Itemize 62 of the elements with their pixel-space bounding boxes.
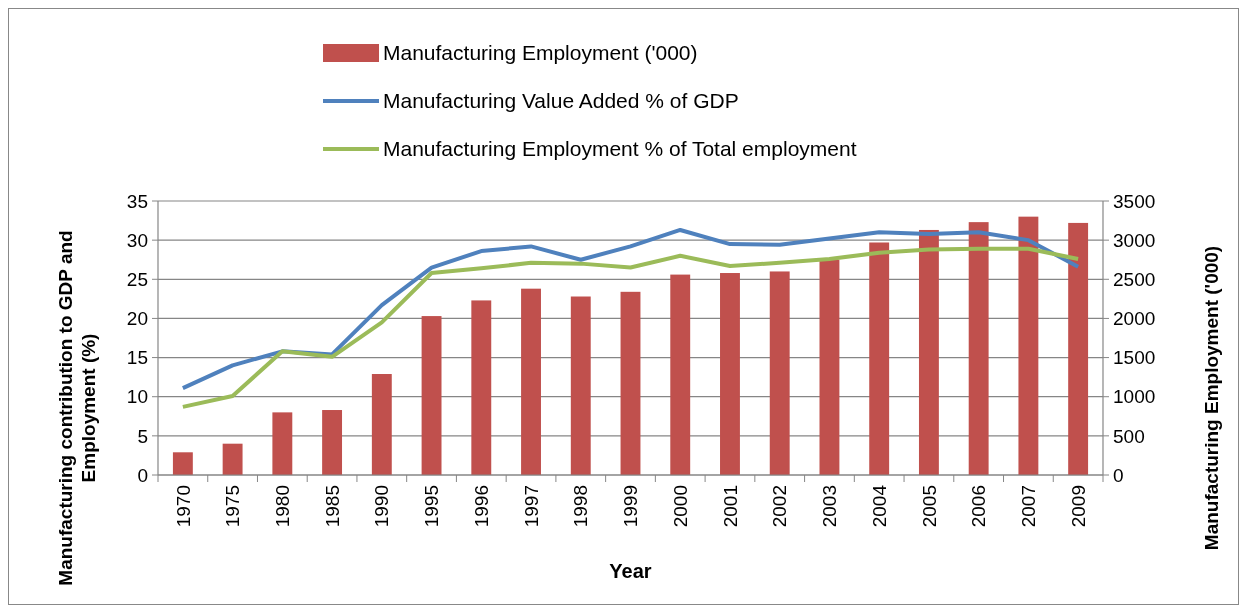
bar xyxy=(172,452,193,475)
y-tick-label: 15 xyxy=(126,347,148,369)
y2-tick-label: 2500 xyxy=(1113,268,1156,290)
bar xyxy=(1018,216,1039,475)
bar xyxy=(819,259,840,475)
bar xyxy=(222,443,243,475)
bar xyxy=(471,300,492,475)
y2-tick-label: 500 xyxy=(1113,425,1145,447)
x-tick-label: 1997 xyxy=(520,485,542,528)
bar xyxy=(272,412,293,475)
legend-label: Manufacturing Employment % of Total employment xyxy=(383,137,857,161)
bar xyxy=(371,374,392,475)
bar xyxy=(720,273,740,475)
y-tick-label: 25 xyxy=(126,268,148,290)
bar xyxy=(968,222,989,475)
x-tick-label: 2007 xyxy=(1018,485,1040,528)
y-tick-label: 5 xyxy=(137,425,148,447)
x-tick-label: 2009 xyxy=(1067,485,1089,528)
y2-tick-label: 0 xyxy=(1113,464,1124,486)
y-tick-label: 10 xyxy=(126,386,148,408)
bar xyxy=(769,271,790,475)
y2-tick-label: 2000 xyxy=(1113,308,1156,330)
x-axis-title: Year xyxy=(609,560,652,582)
x-tick-label: 1975 xyxy=(222,485,244,528)
y-tick-label: 35 xyxy=(126,190,148,212)
y2-tick-label: 3500 xyxy=(1113,190,1156,212)
x-tick-label: 2004 xyxy=(868,484,890,528)
bar xyxy=(918,229,939,475)
bar xyxy=(570,296,591,475)
x-tick-label: 1998 xyxy=(570,485,592,528)
x-tick-label: 2001 xyxy=(719,485,741,528)
x-tick-label: 2000 xyxy=(669,485,691,528)
y-tick-label: 0 xyxy=(137,464,148,486)
x-tick-label: 2005 xyxy=(918,485,940,528)
x-tick-label: 1980 xyxy=(271,485,293,528)
x-tick-label: 1985 xyxy=(321,485,343,528)
y-tick-label: 20 xyxy=(126,308,148,330)
y2-tick-label: 3000 xyxy=(1113,229,1156,251)
bar xyxy=(1068,222,1089,475)
legend-label: Manufacturing Value Added % of GDP xyxy=(383,89,739,113)
bar xyxy=(421,316,442,475)
y2-axis-title: Manufacturing Employment ('000) xyxy=(1201,245,1222,551)
bar xyxy=(670,274,691,475)
line-series xyxy=(180,227,1081,391)
x-tick-label: 2003 xyxy=(819,485,841,528)
bar xyxy=(620,291,641,475)
y2-tick-label: 1500 xyxy=(1113,347,1156,369)
bar xyxy=(322,410,343,475)
y-axis-title: Manufacturing contribution to GDP and Employment (%) xyxy=(54,230,100,586)
x-tick-label: 1970 xyxy=(172,485,194,528)
bar xyxy=(869,242,890,475)
line-series xyxy=(180,246,1081,409)
bar xyxy=(521,288,541,475)
x-tick-label: 1999 xyxy=(620,485,642,528)
y-tick-label: 30 xyxy=(126,229,148,251)
x-tick-label: 1990 xyxy=(371,485,393,528)
y2-tick-label: 1000 xyxy=(1113,386,1156,408)
legend-label: Manufacturing Employment ('000) xyxy=(383,41,698,65)
x-tick-label: 1995 xyxy=(421,485,443,528)
x-tick-label: 2006 xyxy=(968,485,990,528)
x-tick-label: 2002 xyxy=(769,485,791,528)
x-tick-label: 1996 xyxy=(470,485,492,528)
